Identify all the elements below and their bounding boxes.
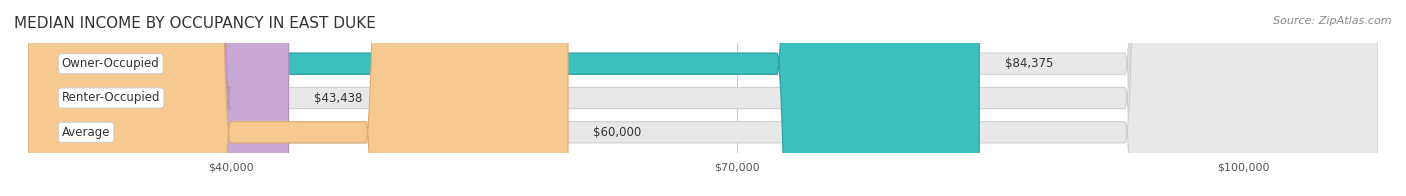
Text: $43,438: $43,438 <box>314 92 363 104</box>
Text: $60,000: $60,000 <box>593 126 641 139</box>
Text: Source: ZipAtlas.com: Source: ZipAtlas.com <box>1274 16 1392 26</box>
FancyBboxPatch shape <box>28 0 1378 196</box>
Text: Owner-Occupied: Owner-Occupied <box>62 57 160 70</box>
Text: MEDIAN INCOME BY OCCUPANCY IN EAST DUKE: MEDIAN INCOME BY OCCUPANCY IN EAST DUKE <box>14 16 375 31</box>
FancyBboxPatch shape <box>28 0 288 196</box>
FancyBboxPatch shape <box>28 0 1378 196</box>
Text: Renter-Occupied: Renter-Occupied <box>62 92 160 104</box>
FancyBboxPatch shape <box>28 0 1378 196</box>
Text: $84,375: $84,375 <box>1004 57 1053 70</box>
FancyBboxPatch shape <box>28 0 979 196</box>
FancyBboxPatch shape <box>28 0 568 196</box>
Text: Average: Average <box>62 126 110 139</box>
